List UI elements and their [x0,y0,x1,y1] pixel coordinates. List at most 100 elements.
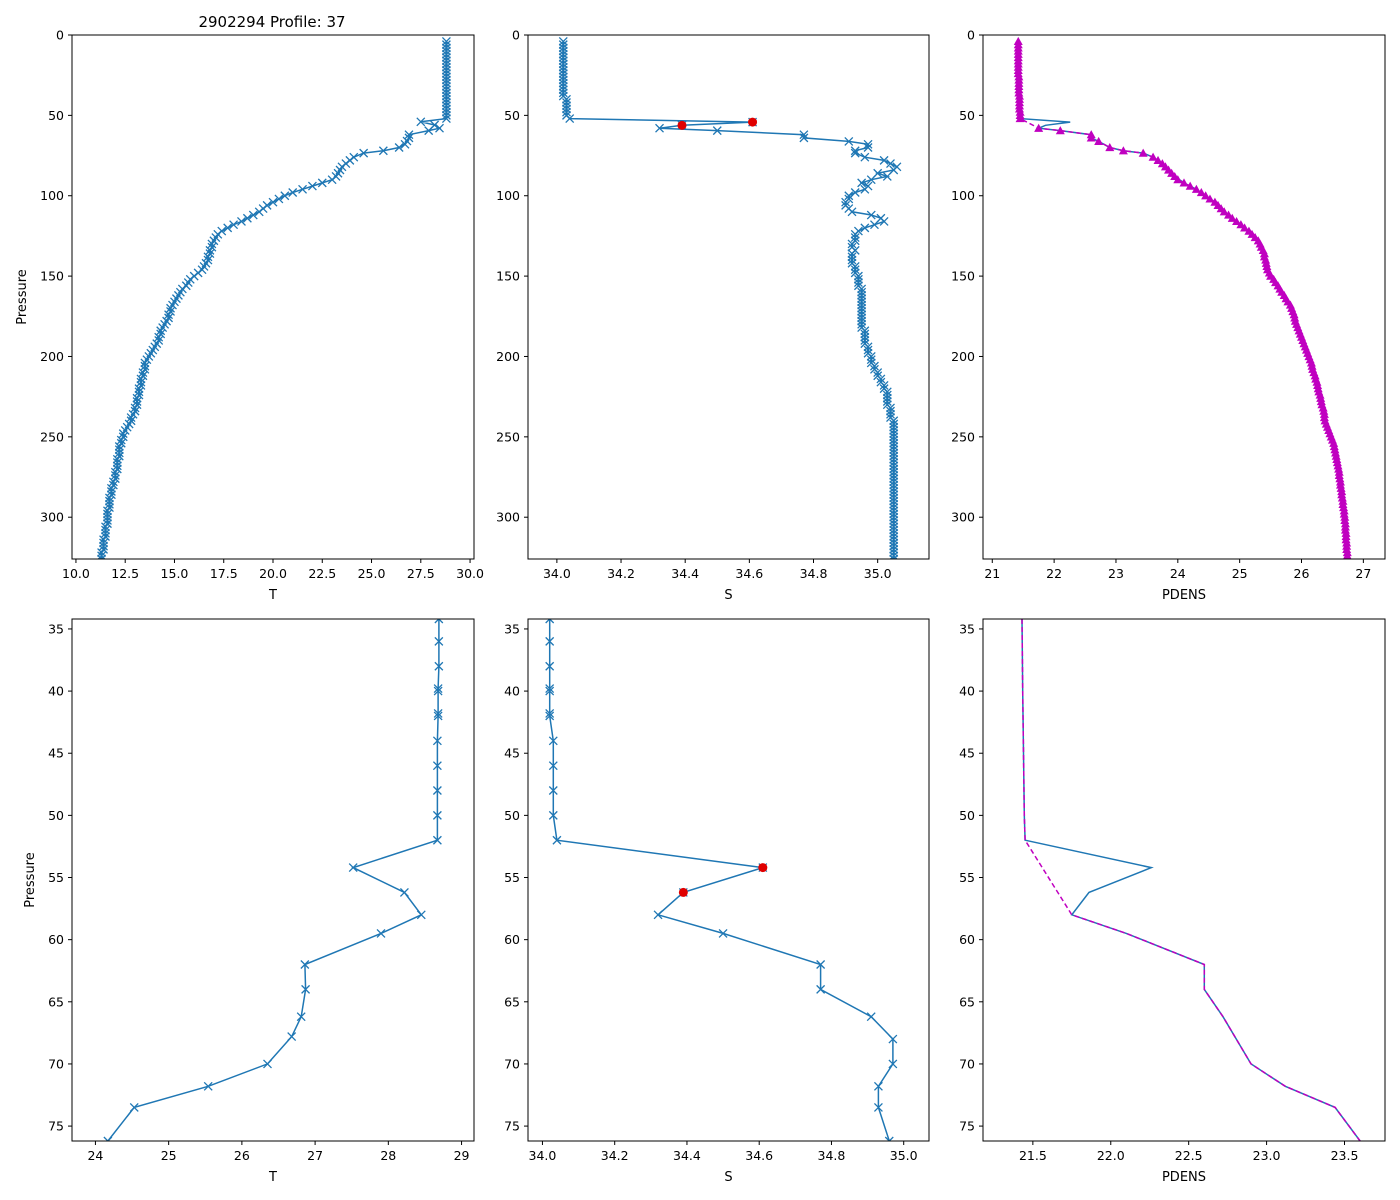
top-temperature-data-point [441,107,451,117]
top-density-density-point [1313,384,1323,393]
top-temperature-x-tick-label: 12.5 [111,566,139,581]
top-density-density-point [1319,406,1329,415]
top-temperature-data-point [103,515,112,525]
top-density-density-point [1205,194,1215,203]
bottom-density-series-line-pdens [1021,619,1361,1141]
top-salinity-data-point [889,448,899,458]
top-density-y-tick-label: 200 [951,349,975,364]
top-density-axes-frame [982,34,1386,560]
top-temperature-data-point [101,522,110,532]
top-temperature-data-point [101,528,110,538]
top-salinity-data-point [558,59,568,69]
top-density-density-point [1094,136,1104,146]
bottom-salinity-data-point [545,708,555,718]
top-salinity-data-point [870,361,879,371]
top-salinity-flagged-point [677,120,687,130]
top-temperature-data-point [441,40,451,50]
top-temperature-data-point [99,541,108,551]
top-density-density-point [1345,554,1351,559]
top-density-series-line-pdens [1017,41,1349,559]
top-salinity-y-tick-label: 200 [496,349,520,364]
top-temperature-data-point [205,245,215,255]
top-salinity-data-point [889,432,899,442]
top-density-density-point [1289,310,1299,319]
bottom-salinity-x-axis-label: S [724,1170,732,1185]
top-density-density-point [1185,181,1195,190]
bottom-temperature-data-point [432,810,442,820]
top-temperature-data-point [130,403,140,413]
bottom-salinity-y-tick-label: 55 [504,870,520,885]
top-salinity-y-tick-label: 0 [512,28,520,43]
top-salinity-data-point [857,310,867,320]
bottom-temperature-data-point [287,1032,297,1042]
top-salinity-data-point [889,454,899,464]
top-density-density-point [1105,143,1115,152]
top-temperature-data-point [441,43,451,53]
top-density-density-point [1316,393,1326,402]
bottom-density-y-tick-label: 65 [959,994,975,1009]
top-salinity-data-point [889,548,899,558]
top-salinity-data-point [886,406,895,416]
top-salinity-data-point [889,512,899,522]
top-density-density-point [1312,377,1322,386]
top-salinity-data-point [889,480,899,490]
bottom-salinity-data-point [545,636,555,646]
top-density-density-point [1338,499,1348,508]
top-salinity-data-point [889,490,899,500]
bottom-salinity-data-point [718,928,728,938]
top-density-density-point [1153,155,1163,164]
top-density-density-point [1310,371,1320,380]
bottom-density-y-tick-label: 45 [959,746,975,761]
bottom-salinity-axes-frame [527,618,930,1142]
top-density-density-point [1339,509,1349,518]
bottom-salinity-y-tick-label: 70 [504,1056,520,1071]
top-density-density-point [1318,403,1328,412]
bottom-temperature-x-tick-label: 29 [454,1148,470,1163]
top-temperature-data-point [114,445,124,455]
top-salinity-data-point [558,88,568,98]
top-temperature-data-point [106,483,116,493]
top-salinity-data-point [889,499,899,509]
top-density-density-point [1335,474,1345,483]
top-salinity-data-point [863,139,873,149]
top-salinity-data-point [882,171,892,181]
bottom-salinity-data-point [888,1059,898,1069]
bottom-salinity-plot-area [545,619,898,1141]
top-density-density-point [1014,104,1024,113]
top-temperature-data-point [441,59,451,69]
top-density-series-line-pdens-flagged [1017,41,1349,559]
bottom-temperature-data-point [432,736,442,746]
top-salinity-data-point [558,72,568,82]
top-temperature-data-point [441,114,451,124]
bottom-temperature-x-axis-label: T [268,1170,277,1185]
top-temperature-data-point [110,470,120,480]
bottom-salinity-x-tick-label: 34.4 [673,1148,701,1163]
top-temperature-data-point [404,130,414,140]
top-salinity-data-point [889,525,899,535]
bottom-temperature-series-line-t [107,619,440,1141]
top-density-density-point [1313,380,1323,390]
bottom-salinity-data-point [548,810,558,820]
bottom-salinity-data-point [873,1081,883,1091]
bottom-density-x-tick-label: 22.5 [1175,1148,1203,1163]
top-density-density-point [1138,148,1148,157]
bottom-density-y-tick-label: 60 [959,932,975,947]
bottom-salinity-y-tick-label: 40 [504,684,520,699]
top-temperature-data-point [104,499,114,509]
top-salinity-data-point [889,493,899,503]
bottom-temperature-data-point [432,786,442,795]
top-salinity-data-point [870,220,879,230]
top-density-density-point [1339,503,1349,512]
top-density-density-point [1013,69,1023,78]
top-temperature-data-point [99,535,108,545]
bottom-temperature-x-tick-label: 26 [234,1148,250,1163]
bottom-salinity-data-point [816,984,826,994]
top-density-density-point [1332,454,1342,463]
top-density-y-tick-label: 50 [959,108,975,123]
top-salinity-data-point [853,278,863,287]
bottom-temperature-data-point [433,711,443,721]
top-temperature-data-point [441,72,451,82]
panel-top-salinity: 34.0 34.2 34.4 34.6 34.8 35.0 0 50 100 150 200 250 3… [496,28,930,603]
bottom-salinity-x-tick-label: 34.2 [601,1148,629,1163]
